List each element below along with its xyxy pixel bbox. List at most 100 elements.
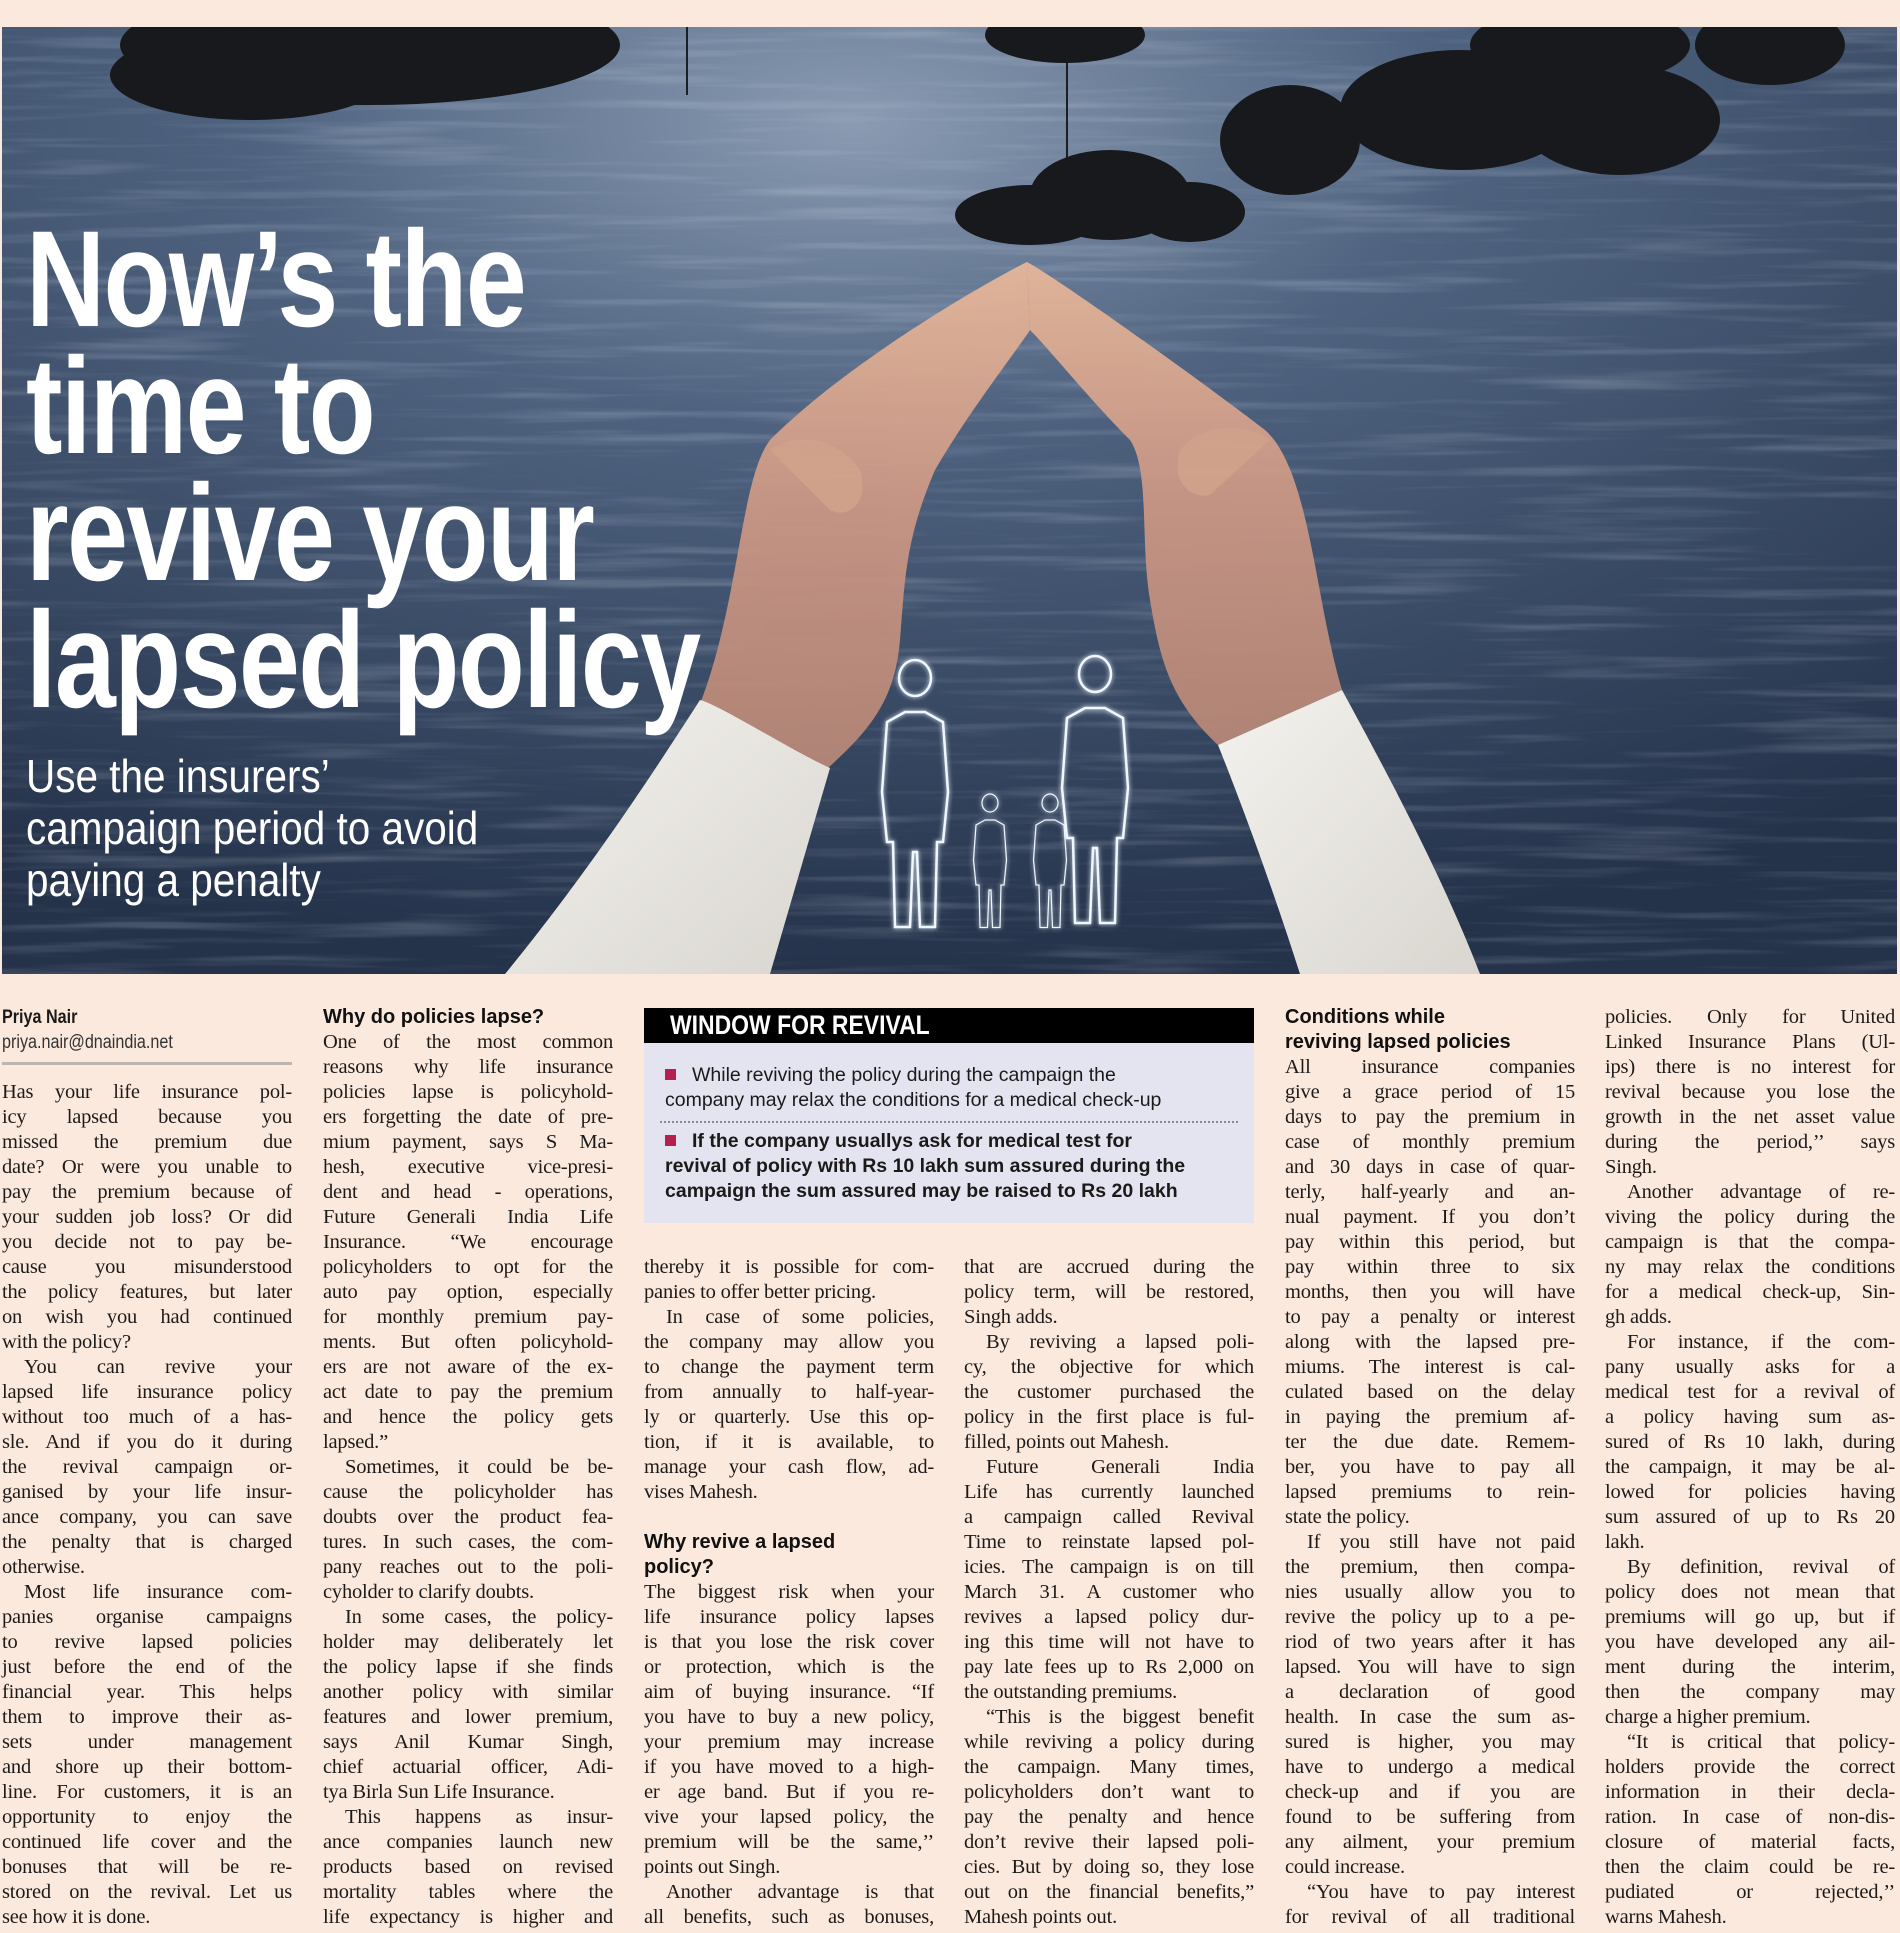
text-line: months, then you will have xyxy=(1285,1281,1575,1303)
text-line: give a grace period of 15 xyxy=(1285,1081,1575,1103)
text-line: your sudden job loss? Or did xyxy=(2,1206,292,1228)
byline-author: Priya Nair xyxy=(2,1007,78,1028)
bullet-line: While reviving the policy during the cam… xyxy=(665,1063,1238,1088)
text-line: opportunity to enjoy the xyxy=(2,1806,292,1828)
text-line: without too much of a has- xyxy=(2,1406,292,1428)
text-line: and shore up their bottom- xyxy=(2,1756,292,1778)
text-line: Singh adds. xyxy=(964,1306,1058,1328)
text-line: ments. But often policyhold- xyxy=(323,1331,613,1353)
text-line: lapsed life insurance policy xyxy=(2,1381,292,1403)
text-line: growth in the net asset value xyxy=(1605,1106,1895,1128)
text-line: information in their decla- xyxy=(1605,1781,1895,1803)
text-line: lowed for policies having xyxy=(1605,1481,1895,1503)
paragraph: “It is critical that policy-holders prov… xyxy=(1605,1730,1895,1930)
text-line: then the claim could be re- xyxy=(1605,1856,1895,1878)
text-line: and hence the policy gets xyxy=(323,1406,613,1428)
text-line: Time to reinstate lapsed pol- xyxy=(964,1531,1254,1553)
text-line: In case of some policies, xyxy=(666,1306,934,1328)
headline-line: revive your xyxy=(26,457,595,610)
text-line: culated based on the delay xyxy=(1285,1381,1575,1403)
text-line: Has your life insurance pol- xyxy=(2,1081,292,1103)
text-line: otherwise. xyxy=(2,1556,85,1578)
text-line: All insurance companies xyxy=(1285,1056,1575,1078)
text-line: By definition, revival of xyxy=(1627,1556,1895,1578)
bullet-text: If the company usuallys ask for medical … xyxy=(692,1130,1132,1152)
text-line: you decide not to pay be- xyxy=(2,1231,292,1253)
text-line: points out Singh. xyxy=(644,1856,781,1878)
text-line: to pay a penalty or interest xyxy=(1285,1306,1575,1328)
text-line: policyholders to opt for the xyxy=(323,1256,613,1278)
box-bullet: While reviving the policy during the cam… xyxy=(660,1063,1238,1123)
text-line: for a medical check-up, Sin- xyxy=(1605,1281,1895,1303)
text-line: ration. In case of non-dis- xyxy=(1605,1806,1895,1828)
text-line: sured is higher, you may xyxy=(1285,1731,1575,1753)
text-line: on wish you had continued xyxy=(2,1306,292,1328)
text-line: You can revive your xyxy=(24,1356,292,1378)
paragraph: Has your life insurance pol-icy lapsed b… xyxy=(2,1080,292,1355)
paragraph: One of the most common reasons why life i… xyxy=(323,1030,613,1455)
subheadline-line: paying a penalty xyxy=(26,854,321,906)
byline-email[interactable]: priya.nair@dnaindia.net xyxy=(2,1032,173,1053)
text-line: cyholder to clarify doubts. xyxy=(323,1581,534,1603)
text-line: miums. The interest is cal- xyxy=(1285,1356,1575,1378)
text-line: ment during the interim, xyxy=(1605,1656,1895,1678)
section-heading-line: policy? xyxy=(644,1556,715,1578)
text-line: pudiated or rejected,’’ xyxy=(1605,1881,1895,1903)
text-line: icy lapsed because you xyxy=(2,1106,292,1128)
bullet-line: If the company usuallys ask for medical … xyxy=(665,1129,1236,1154)
text-line: pany reaches out to the poli- xyxy=(323,1556,613,1578)
headline-line: time to xyxy=(26,330,376,483)
text-line: filled, points out Mahesh. xyxy=(964,1431,1169,1453)
text-line: Life has currently launched xyxy=(964,1481,1254,1503)
text-line: By reviving a lapsed poli- xyxy=(986,1331,1254,1353)
text-line: ganised by your life insur- xyxy=(2,1481,292,1503)
text-line: warns Mahesh. xyxy=(1605,1906,1727,1928)
bullet-line: revival of policy with Rs 10 lakh sum as… xyxy=(665,1155,1186,1177)
text-line: a campaign called Revival xyxy=(964,1506,1254,1528)
paragraph: Most life insurance com-panies organise … xyxy=(2,1580,292,1930)
section-heading: Why do policies lapse? xyxy=(323,1005,613,1030)
text-line: you have developed any ail- xyxy=(1605,1631,1895,1653)
text-line: just before the end of the xyxy=(2,1656,292,1678)
paragraph: By definition, revival of policy does not… xyxy=(1605,1555,1895,1730)
text-line: or protection, which is the xyxy=(644,1656,934,1678)
shirt-sleeves xyxy=(505,690,1480,974)
text-line: while reviving a policy during xyxy=(964,1731,1254,1753)
text-line: with the policy? xyxy=(2,1331,131,1353)
text-line: revives a lapsed policy dur- xyxy=(964,1606,1254,1628)
text-line: policies lapse is policyhold- xyxy=(323,1081,613,1103)
text-line: campaign is that the compa- xyxy=(1605,1231,1895,1253)
text-line: ips) there is no interest for xyxy=(1605,1056,1895,1078)
text-line: Singh. xyxy=(1605,1156,1657,1178)
text-line: tures. In such cases, the com- xyxy=(323,1531,613,1553)
headline-line: Now’s the xyxy=(26,203,527,356)
text-line: date? Or were you unable to xyxy=(2,1156,292,1178)
text-line: For instance, if the com- xyxy=(1627,1331,1895,1353)
text-line: from annually to half-year- xyxy=(644,1381,934,1403)
subheadline-line: Use the insurers’ xyxy=(26,750,330,802)
text-line: sured of Rs 10 lakh, during xyxy=(1605,1431,1895,1453)
text-line: says Anil Kumar Singh, xyxy=(323,1731,613,1753)
section-heading: Why revive a lapsed policy? xyxy=(644,1530,934,1580)
bullet-square-icon xyxy=(665,1069,676,1080)
paragraph: By reviving a lapsed poli-cy, the object… xyxy=(964,1330,1254,1455)
text-line: then the company may xyxy=(1605,1681,1895,1703)
text-line: and 30 days in case of quar- xyxy=(1285,1156,1575,1178)
paragraph: “This is the biggest benefit while revivi… xyxy=(964,1705,1254,1930)
text-line: tion, if it is available, to xyxy=(644,1431,934,1453)
section-heading-line: Conditions while xyxy=(1285,1006,1445,1028)
text-line: viving the policy during the xyxy=(1605,1206,1895,1228)
headline: Now’s the time to revive your lapsed pol… xyxy=(26,203,868,729)
text-line: stored on the revival. Let us xyxy=(2,1881,292,1903)
bullet-text: While reviving the policy during the cam… xyxy=(692,1064,1116,1086)
text-line: aim of buying insurance. “If xyxy=(644,1681,934,1703)
text-line: see how it is done. xyxy=(2,1906,151,1928)
paragraph: that are accrued during the policy term, … xyxy=(964,1255,1254,1330)
text-line: lapsed. You will have to sign xyxy=(1285,1656,1575,1678)
text-line: a policy having sum as- xyxy=(1605,1406,1895,1428)
text-line: One of the most common xyxy=(323,1031,613,1053)
text-line: the policy features, but later xyxy=(2,1281,292,1303)
text-line: check-up and if you are xyxy=(1285,1781,1575,1803)
text-line: policyholders don’t want to xyxy=(964,1781,1254,1803)
text-line: Another advantage is that xyxy=(666,1881,934,1903)
